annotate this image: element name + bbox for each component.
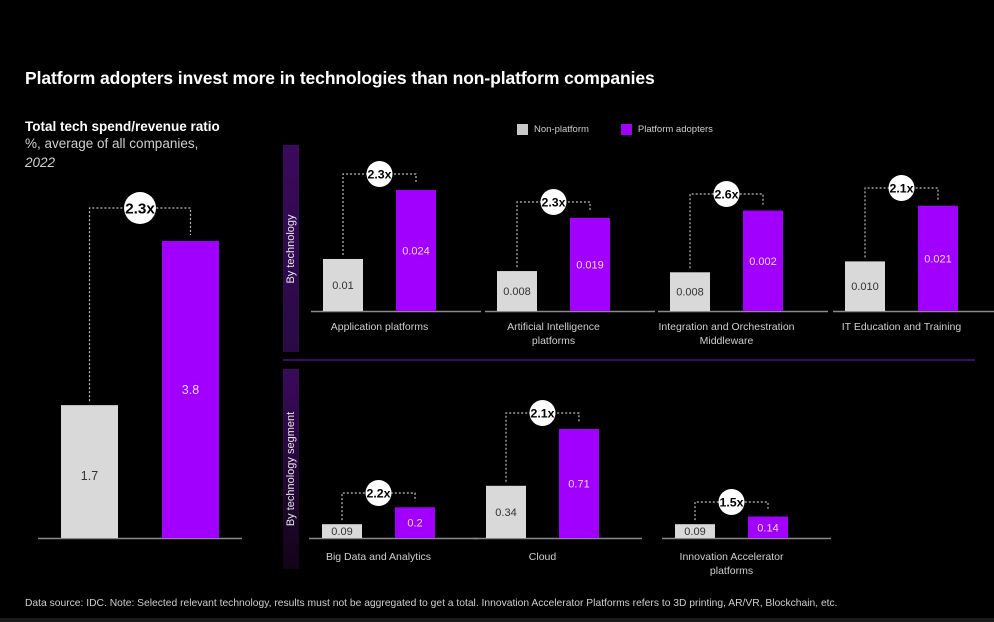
bar-platform xyxy=(918,205,958,311)
bar-non-platform xyxy=(670,272,710,311)
multiplier-label: 2.1x xyxy=(530,406,554,420)
bar-platform xyxy=(570,217,610,311)
bottom-bar xyxy=(0,618,994,622)
bar-non-platform xyxy=(675,524,715,538)
bar-platform xyxy=(162,241,219,538)
bar-platform xyxy=(395,507,435,538)
multiplier-badge xyxy=(718,489,745,515)
category-label: platforms xyxy=(532,335,575,347)
section-bar-by-technology: By technology xyxy=(283,145,299,352)
category-label: platforms xyxy=(710,565,753,577)
value-label-non-platform: 0.01 xyxy=(332,280,353,292)
multiplier-badge xyxy=(540,189,567,215)
value-label-platform: 0.71 xyxy=(568,479,589,491)
value-label-platform: 0.2 xyxy=(407,518,422,530)
bar-platform xyxy=(396,190,436,311)
multiplier-label: 2.1x xyxy=(889,181,913,195)
value-label-non-platform: 0.008 xyxy=(676,287,704,299)
legend-label-non-platform: Non-platform xyxy=(534,124,589,135)
multiplier-badge xyxy=(365,480,392,506)
chart-title: Platform adopters invest more in technol… xyxy=(25,68,655,88)
left-panel-title: Total tech spend/revenue ratio xyxy=(25,119,220,134)
value-label-platform: 0.024 xyxy=(402,246,430,258)
legend-label-platform: Platform adopters xyxy=(637,124,713,135)
multiplier-badge xyxy=(888,175,915,201)
bracket-connector xyxy=(88,207,192,402)
legend: Non-platform Platform adopters xyxy=(517,124,713,135)
category-label: Application platforms xyxy=(331,321,428,333)
section-bar-by-segment: By technology segment xyxy=(283,369,299,569)
value-label-non-platform: 0.34 xyxy=(495,507,516,519)
left-panel-subtitle: %, average of all companies, xyxy=(25,136,199,151)
bar-non-platform xyxy=(845,261,885,311)
value-label-platform: 3.8 xyxy=(182,383,199,397)
value-label-non-platform: 1.7 xyxy=(81,469,98,483)
category-label: Integration and Orchestration xyxy=(659,321,795,333)
multiplier-badge xyxy=(713,181,740,207)
value-label-non-platform: 0.010 xyxy=(851,281,879,293)
legend-item-platform: Platform adopters xyxy=(620,124,713,135)
multiplier-badge xyxy=(529,400,556,426)
multiplier-label: 2.3x xyxy=(367,167,391,181)
bar-platform xyxy=(743,210,783,311)
value-label-non-platform: 0.09 xyxy=(331,526,352,538)
category-label: Innovation Accelerator xyxy=(680,551,784,563)
bar-non-platform xyxy=(497,271,537,311)
bracket-connector xyxy=(694,501,769,521)
multiplier-label: 2.2x xyxy=(366,486,390,500)
left-panel-year: 2022 xyxy=(25,155,56,170)
multiplier-label: 1.5x xyxy=(719,495,743,509)
bar-non-platform xyxy=(323,258,363,311)
category-label: Artificial Intelligence xyxy=(507,321,600,333)
legend-swatch-platform xyxy=(620,124,632,135)
category-label: Middleware xyxy=(700,335,754,347)
category-label: Cloud xyxy=(529,551,557,563)
section-divider xyxy=(283,359,975,361)
multiplier-badge xyxy=(124,192,156,224)
bracket-connector xyxy=(689,193,764,269)
legend-item-non-platform: Non-platform xyxy=(517,124,589,135)
bar-platform xyxy=(748,516,788,538)
value-label-platform: 0.019 xyxy=(576,259,604,271)
value-label-non-platform: 0.09 xyxy=(684,526,705,538)
bar-non-platform xyxy=(322,524,362,538)
category-label: Big Data and Analytics xyxy=(326,551,431,563)
footnote: Data source: IDC. Note: Selected relevan… xyxy=(25,598,838,609)
category-label: IT Education and Training xyxy=(842,321,962,333)
multiplier-label: 2.3x xyxy=(541,195,565,209)
bar-platform xyxy=(559,429,599,538)
multiplier-badge xyxy=(366,161,393,187)
value-label-platform: 0.14 xyxy=(757,522,778,534)
multiplier-label: 2.6x xyxy=(714,187,738,201)
bracket-connector xyxy=(341,492,416,521)
bar-non-platform xyxy=(486,485,526,538)
multiplier-label: 2.3x xyxy=(125,200,155,217)
left-panel-heading: Total tech spend/revenue ratio %, averag… xyxy=(25,119,265,172)
value-label-platform: 0.002 xyxy=(749,256,777,268)
value-label-platform: 0.021 xyxy=(924,253,952,265)
value-label-non-platform: 0.008 xyxy=(503,286,531,298)
legend-swatch-non-platform xyxy=(517,124,528,135)
bar-non-platform xyxy=(61,405,118,538)
